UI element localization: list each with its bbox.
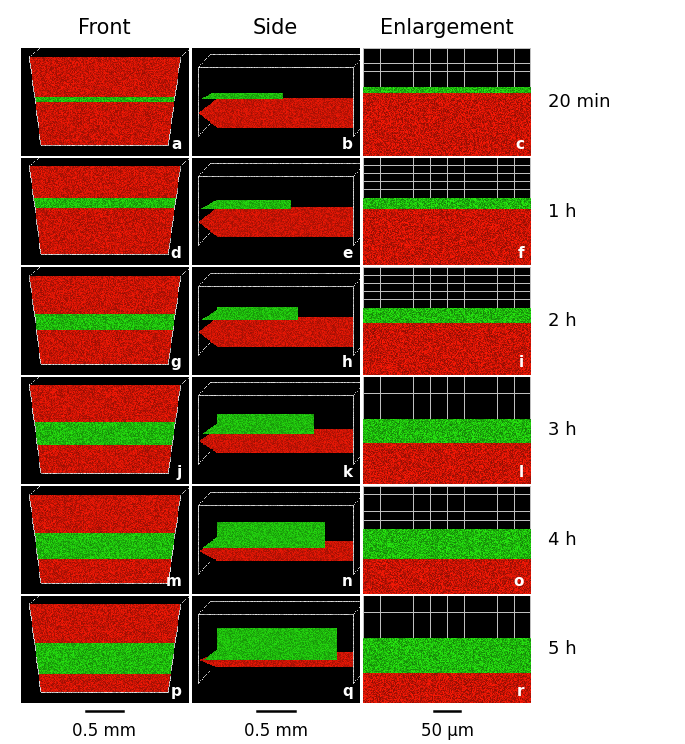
Text: b: b: [342, 137, 353, 152]
Text: n: n: [342, 574, 353, 589]
Text: 50 μm: 50 μm: [421, 722, 473, 740]
Text: p: p: [171, 684, 182, 699]
Text: 1 h: 1 h: [548, 202, 577, 220]
Text: c: c: [515, 137, 524, 152]
Text: j: j: [176, 465, 182, 480]
Text: g: g: [171, 356, 182, 371]
Text: a: a: [171, 137, 182, 152]
Text: Front: Front: [78, 18, 131, 38]
Text: 0.5 mm: 0.5 mm: [73, 722, 136, 740]
Text: 4 h: 4 h: [548, 531, 577, 549]
Text: k: k: [342, 465, 353, 480]
Text: h: h: [342, 356, 353, 371]
Text: o: o: [514, 574, 524, 589]
Text: 2 h: 2 h: [548, 312, 577, 330]
Text: m: m: [166, 574, 182, 589]
Text: 5 h: 5 h: [548, 641, 577, 658]
Text: e: e: [342, 246, 353, 261]
Text: 20 min: 20 min: [548, 93, 610, 111]
Text: Enlargement: Enlargement: [380, 18, 514, 38]
Text: Side: Side: [253, 18, 299, 38]
Text: d: d: [171, 246, 182, 261]
Text: r: r: [516, 684, 524, 699]
Text: 3 h: 3 h: [548, 421, 577, 440]
Text: l: l: [519, 465, 524, 480]
Text: f: f: [518, 246, 524, 261]
Text: 0.5 mm: 0.5 mm: [244, 722, 308, 740]
Text: q: q: [342, 684, 353, 699]
Text: i: i: [519, 356, 524, 371]
